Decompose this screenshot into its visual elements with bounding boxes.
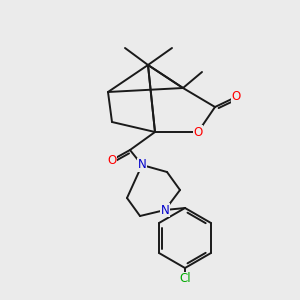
Text: O: O bbox=[231, 91, 241, 103]
Text: O: O bbox=[107, 154, 117, 166]
Text: O: O bbox=[194, 125, 202, 139]
Text: N: N bbox=[138, 158, 146, 172]
Text: Cl: Cl bbox=[179, 272, 191, 286]
Text: N: N bbox=[160, 203, 169, 217]
